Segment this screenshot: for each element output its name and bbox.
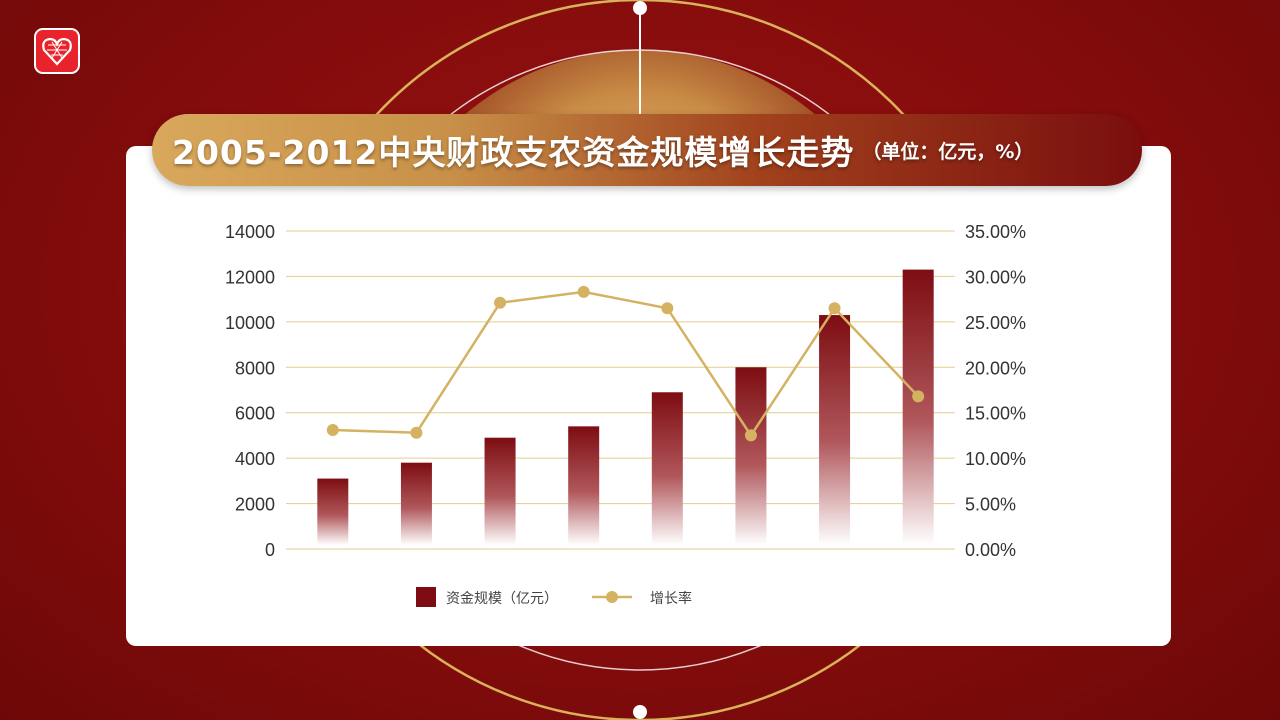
legend-swatch-bar (416, 587, 436, 607)
y-left-tick-label: 4000 (235, 449, 275, 469)
bar-2007 (484, 437, 516, 545)
y-left-tick-label: 0 (265, 540, 275, 560)
bar-2006 (400, 462, 432, 545)
y-right-tick-label: 5.00% (965, 495, 1016, 515)
bar-2005 (317, 478, 349, 545)
y-left-tick-label: 6000 (235, 404, 275, 424)
y-right-tick-label: 0.00% (965, 540, 1016, 560)
chart-unit: （单位：亿元，%） (862, 140, 1034, 163)
growth-rate-line (332, 290, 920, 438)
y-right-tick-label: 30.00% (965, 267, 1026, 287)
y-right-tick-label: 20.00% (965, 358, 1026, 378)
bar-2008 (568, 426, 600, 545)
legend-marker-line (606, 591, 618, 603)
growth-rate-point-2012 (912, 390, 925, 403)
growth-rate-point-2005 (326, 423, 339, 436)
bar-2012 (902, 269, 934, 545)
bar-2010 (735, 367, 767, 545)
y-left-tick-label: 8000 (235, 358, 275, 378)
growth-rate-point-2007 (494, 296, 507, 309)
y-left-tick-label: 2000 (235, 495, 275, 515)
growth-rate-point-2010 (744, 429, 757, 442)
y-left-tick-label: 14000 (225, 222, 275, 242)
y-left-tick-label: 12000 (225, 267, 275, 287)
pinduoduo-logo-icon (34, 28, 80, 74)
title-banner: 2005-2012中央财政支农资金规模增长走势 （单位：亿元，%） (152, 114, 1142, 186)
growth-rate-point-2008 (577, 285, 590, 298)
y-left-tick-label: 10000 (225, 313, 275, 333)
legend-label-line: 增长率 (650, 590, 692, 607)
bar-2009 (651, 392, 683, 545)
growth-rate-point-2011 (828, 302, 841, 315)
y-right-tick-label: 10.00% (965, 449, 1026, 469)
growth-rate-point-2009 (661, 302, 674, 315)
chart-title: 2005-2012中央财政支农资金规模增长走势 (172, 133, 855, 172)
chart-card (126, 146, 1171, 646)
bar-2011 (819, 315, 851, 545)
y-right-tick-label: 15.00% (965, 404, 1026, 424)
y-right-tick-label: 35.00% (965, 222, 1026, 242)
growth-rate-point-2006 (410, 426, 423, 439)
y-right-tick-label: 25.00% (965, 313, 1026, 333)
legend-label-bar: 资金规模（亿元） (446, 591, 558, 607)
